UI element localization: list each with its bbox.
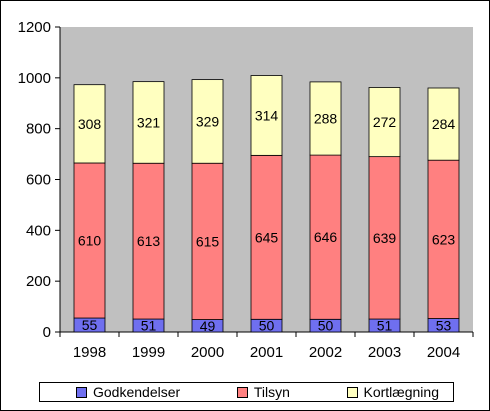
data-label: 623: [432, 231, 456, 247]
data-label: 646: [314, 229, 338, 245]
data-label: 321: [137, 114, 161, 130]
bar-kortlægning-1999: [132, 81, 165, 164]
y-tick-label: 200: [26, 273, 51, 290]
data-label: 49: [200, 318, 216, 334]
data-label: 329: [196, 113, 220, 129]
legend-item: Tilsyn: [236, 384, 290, 400]
x-tick-label: 2004: [427, 344, 460, 361]
x-tick-label: 2001: [250, 344, 283, 361]
y-tick-label: 600: [26, 172, 51, 189]
data-label: 314: [255, 107, 279, 123]
y-tick-label: 1200: [18, 19, 51, 36]
bar-tilsyn-2000: [191, 162, 224, 320]
data-label: 645: [255, 229, 279, 245]
bar-tilsyn-2004: [427, 159, 460, 319]
data-label: 55: [82, 317, 98, 333]
data-label: 615: [196, 233, 220, 249]
x-tick-label: 1999: [132, 344, 165, 361]
x-tick-label: 2003: [368, 344, 401, 361]
legend-label: Godkendelser: [93, 384, 181, 400]
legend-item: Kortlægning: [346, 384, 440, 400]
data-label: 50: [318, 318, 334, 334]
legend-swatch: [346, 386, 358, 398]
data-label: 51: [141, 318, 157, 334]
bar-kortlægning-2002: [309, 81, 342, 156]
data-label: 288: [314, 111, 338, 127]
bar-kortlægning-2001: [250, 75, 283, 156]
legend-swatch: [236, 386, 248, 398]
x-tick-label: 2000: [191, 344, 224, 361]
data-label: 272: [373, 114, 397, 130]
bar-kortlægning-1998: [73, 84, 106, 164]
bar-kortlægning-2000: [191, 79, 224, 164]
legend-label: Kortlægning: [363, 384, 440, 400]
x-tick-label: 1998: [73, 344, 106, 361]
data-label: 50: [259, 318, 275, 334]
data-label: 613: [137, 233, 161, 249]
y-tick-label: 1000: [18, 70, 51, 87]
legend-item: Godkendelser: [76, 384, 180, 400]
data-label: 610: [78, 233, 102, 249]
bar-kortlægning-2004: [427, 87, 460, 161]
bar-tilsyn-2003: [368, 156, 401, 320]
y-tick-label: 800: [26, 121, 51, 138]
legend-label: Tilsyn: [253, 384, 290, 400]
y-tick-label: 0: [43, 324, 51, 341]
y-tick-label: 400: [26, 222, 51, 239]
legend-swatch: [76, 386, 87, 398]
bar-kortlægning-2003: [368, 87, 401, 158]
x-tick-label: 2002: [309, 344, 342, 361]
data-label: 51: [377, 318, 393, 334]
data-label: 284: [432, 116, 456, 132]
bar-tilsyn-1999: [132, 162, 165, 320]
data-label: 308: [78, 116, 102, 132]
data-label: 639: [373, 230, 397, 246]
bar-tilsyn-2002: [309, 154, 342, 320]
legend: Godkendelser Tilsyn Kortlægning: [39, 382, 454, 402]
bar-tilsyn-2001: [250, 154, 283, 320]
data-label: 53: [436, 317, 452, 333]
bar-tilsyn-1998: [73, 162, 106, 319]
